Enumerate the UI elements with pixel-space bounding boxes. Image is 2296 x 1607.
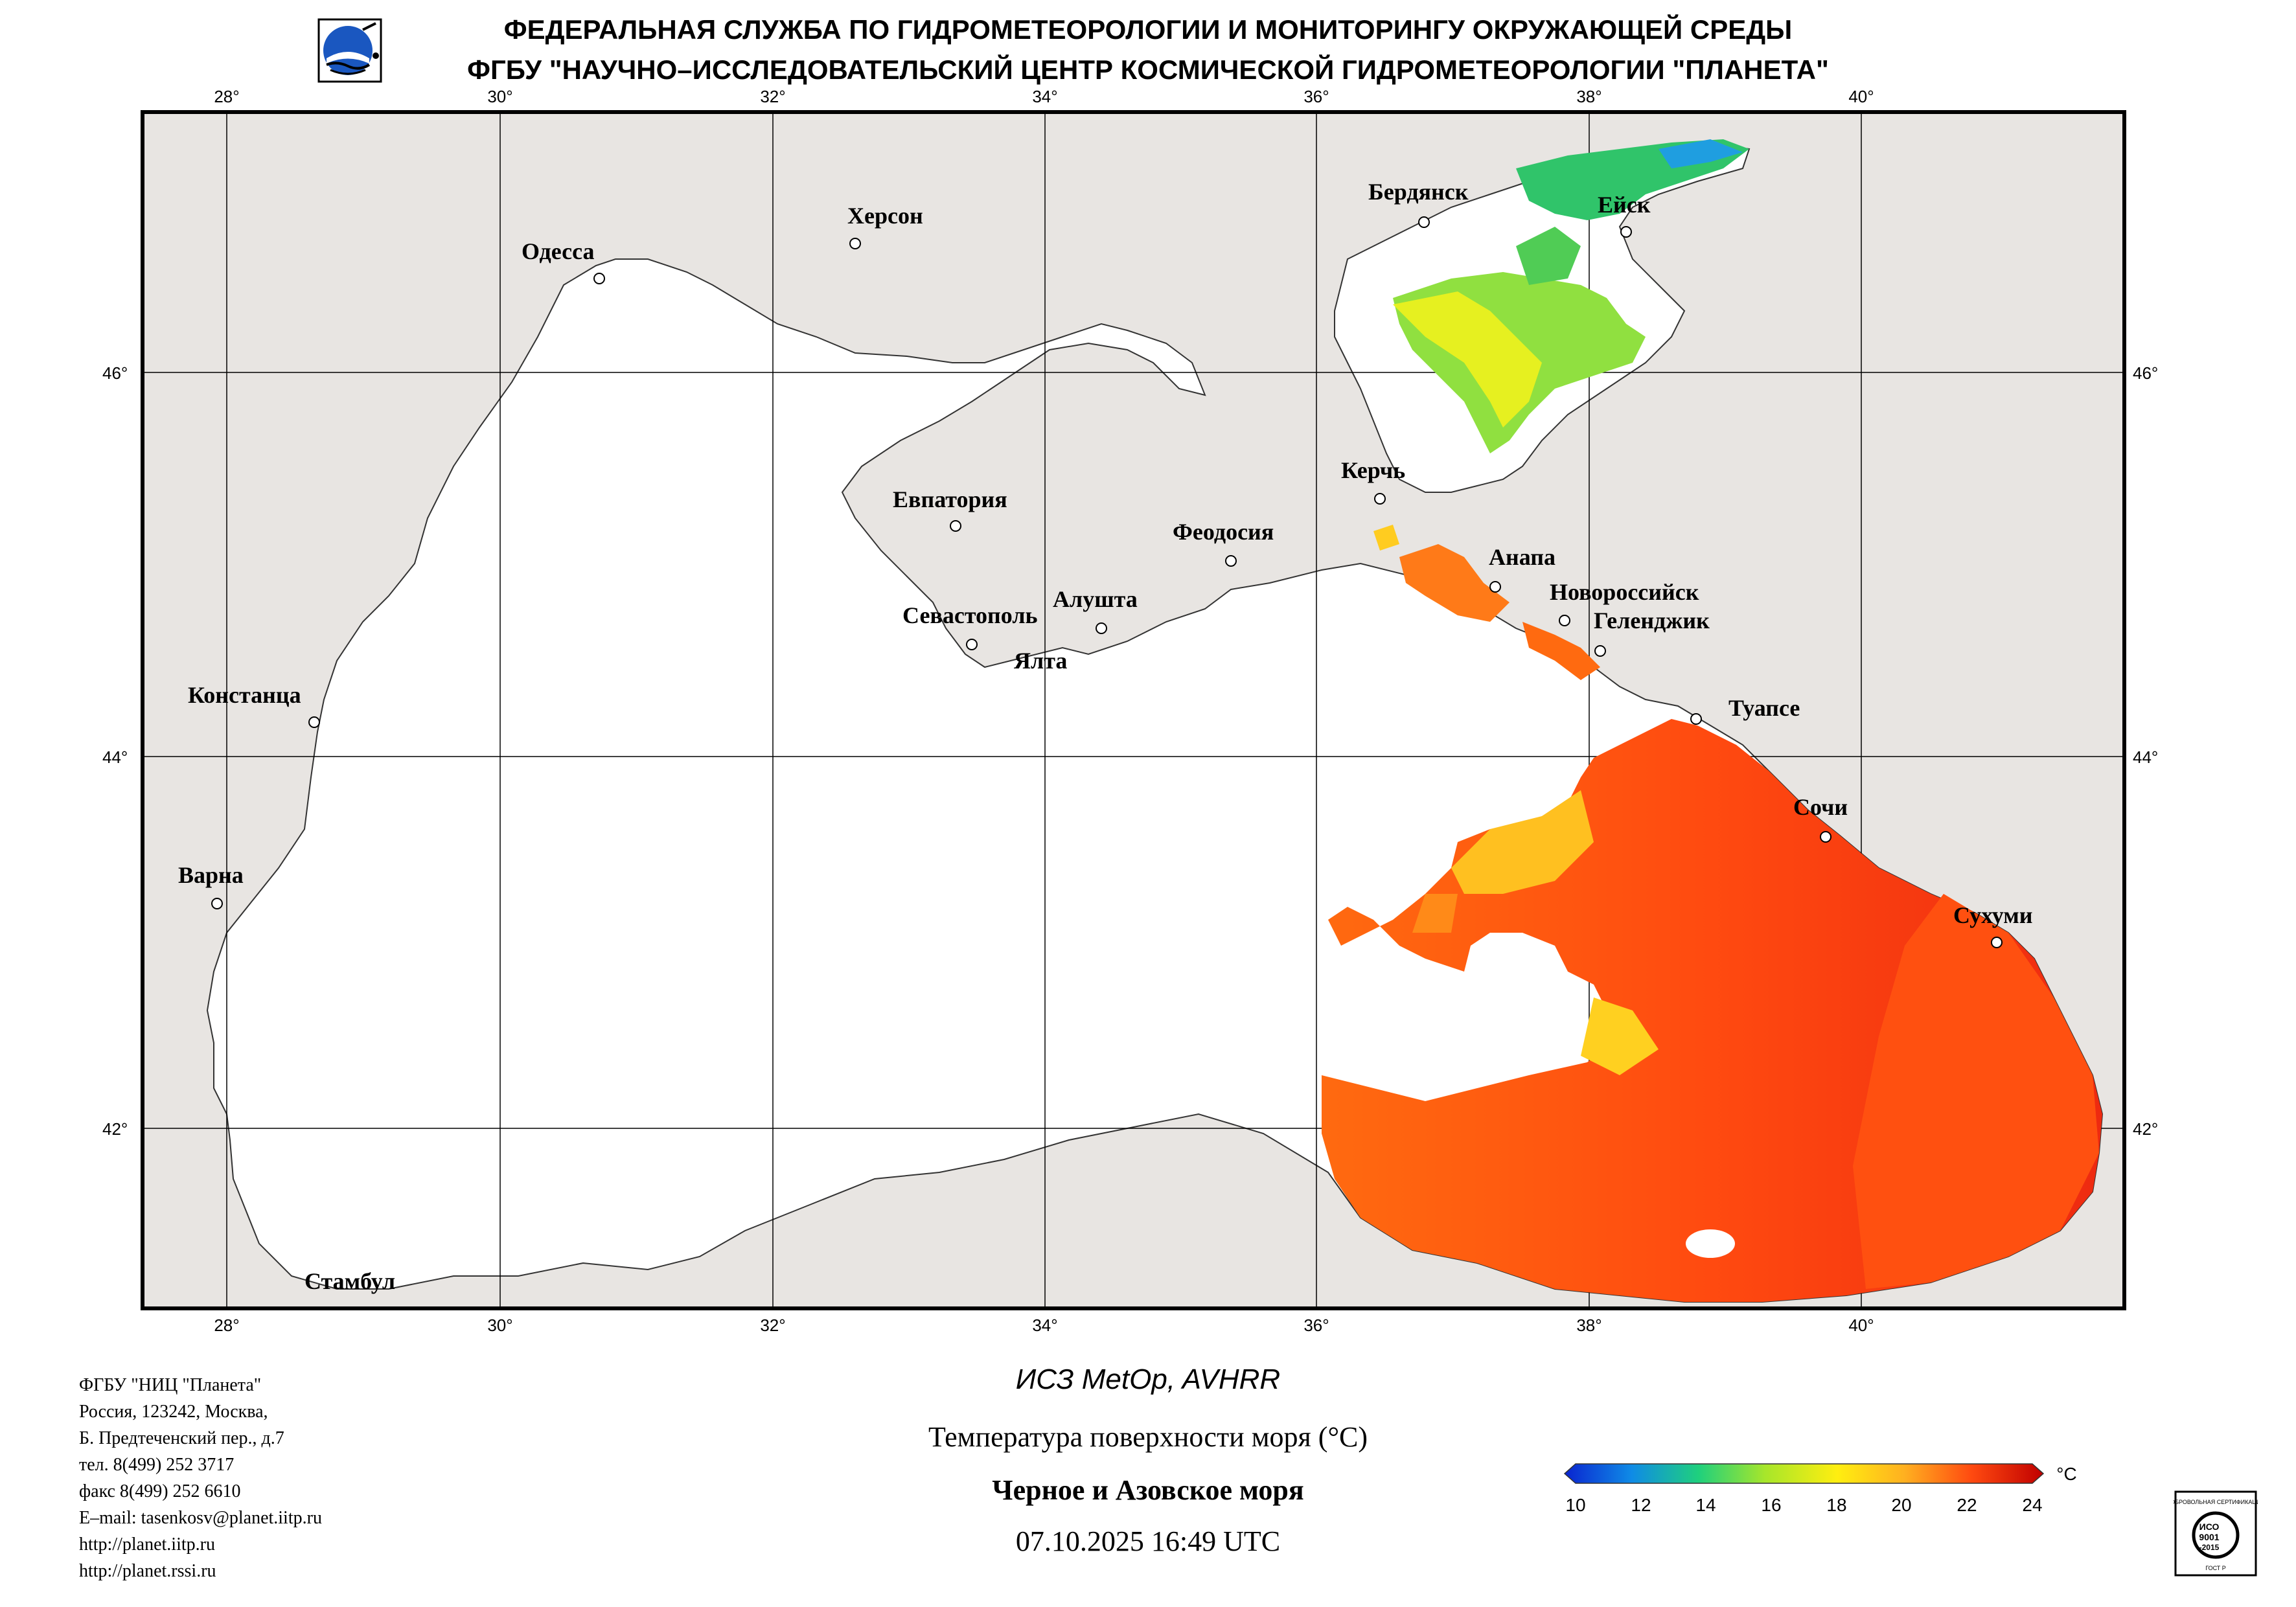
city-marker (1620, 226, 1632, 238)
lat-label: 42° (102, 1119, 128, 1139)
lon-label: 34° (1032, 1316, 1057, 1335)
city-anapa: Анапа (1489, 544, 1556, 570)
city-novorossiysk: Новороссийск (1550, 579, 1699, 605)
footer-address-2: Б. Предтеченский пер., д.7 (79, 1428, 284, 1448)
city-marker (1594, 645, 1606, 657)
city-marker (1225, 555, 1237, 567)
iso-year: -2015 (2199, 1543, 2220, 1552)
lon-label: 30° (487, 1316, 512, 1335)
city-feodosia: Феодосия (1173, 519, 1274, 545)
city-marker (1096, 622, 1107, 634)
city-evpatoria: Евпатория (893, 486, 1007, 512)
city-kerch: Керчь (1341, 457, 1405, 483)
footer-org: ФГБУ "НИЦ "Планета" (79, 1375, 262, 1395)
city-yalta: Ялта (1014, 648, 1067, 674)
lon-label: 40° (1848, 87, 1874, 106)
city-marker (1374, 493, 1386, 505)
city-marker (1991, 937, 2003, 948)
colorbar-tick: 22 (1957, 1495, 1977, 1515)
lat-label: 44° (102, 747, 128, 767)
colorbar-tick: 24 (2022, 1495, 2042, 1515)
city-labels: Одесса Херсон Бердянск Ейск Евпатория Ке… (178, 179, 2033, 1294)
datetime-label: 07.10.2025 16:49 UTC (1015, 1525, 1281, 1557)
lat-label: 46° (102, 363, 128, 383)
city-tuapse: Туапсе (1728, 695, 1800, 721)
city-marker (1418, 216, 1430, 228)
colorbar-unit: °C (2056, 1464, 2076, 1484)
product-title: Температура поверхности моря (°C) (928, 1421, 1368, 1453)
city-gelendzhik: Геленджик (1594, 608, 1710, 633)
city-marker (1820, 831, 1831, 843)
iso-top-text: ДОБРОВОЛЬНАЯ СЕРТИФИКАЦИЯ (2174, 1499, 2258, 1505)
city-alushta: Алушта (1053, 586, 1138, 612)
region-title: Черное и Азовское моря (992, 1474, 1304, 1506)
city-istanbul: Стамбул (304, 1268, 395, 1294)
iso-number: 9001 (2199, 1532, 2219, 1542)
city-marker (1559, 615, 1570, 626)
city-odessa: Одесса (522, 238, 595, 264)
city-marker (593, 273, 605, 284)
satellite-label: ИСЗ MetOp, AVHRR (1015, 1363, 1281, 1395)
lon-label: 38° (1576, 87, 1601, 106)
city-marker (1690, 713, 1702, 725)
city-marker (1489, 581, 1501, 593)
lon-labels-top: 28° 30° 32° 34° 36° 38° 40° (214, 87, 1874, 106)
lat-labels: 46° 44° 42° 46° 44° 42° (102, 363, 2158, 1139)
lon-label: 34° (1032, 87, 1057, 106)
lat-label: 46° (2133, 363, 2158, 383)
colorbar-tick: 14 (1695, 1495, 1716, 1515)
footer-web-2[interactable]: http://planet.rssi.ru (79, 1561, 216, 1581)
city-sukhumi: Сухуми (1953, 902, 2033, 928)
city-sochi: Сочи (1793, 794, 1848, 820)
iso-certification-badge: ДОБРОВОЛЬНАЯ СЕРТИФИКАЦИЯ ИСО 9001 -2015… (2166, 1490, 2265, 1577)
header-line-2: ФГБУ "НАУЧНО–ИССЛЕДОВАТЕЛЬСКИЙ ЦЕНТР КОС… (467, 54, 1829, 85)
colorbar-tick: 20 (1891, 1495, 1911, 1515)
city-varna: Варна (178, 862, 244, 888)
footer-web-1[interactable]: http://planet.iitp.ru (79, 1534, 215, 1555)
footer-address-1: Россия, 123242, Москва, (79, 1402, 268, 1422)
city-berdyansk: Бердянск (1368, 179, 1469, 205)
city-marker (966, 639, 978, 650)
lon-label: 28° (214, 87, 239, 106)
lon-labels-bottom: 28° 30° 32° 34° 36° 38° 40° (214, 1316, 1874, 1335)
sst-data (1322, 139, 2102, 1302)
city-yeysk: Ейск (1598, 192, 1651, 218)
colorbar-tick: 16 (1761, 1495, 1781, 1515)
lon-label: 32° (760, 87, 785, 106)
lon-label: 32° (760, 1316, 785, 1335)
iso-bottom-text: ГОСТ Р (2205, 1565, 2226, 1571)
lon-label: 40° (1848, 1316, 1874, 1335)
lon-label: 38° (1576, 1316, 1601, 1335)
lon-label: 30° (487, 87, 512, 106)
lon-label: 28° (214, 1316, 239, 1335)
footer-tel: тел. 8(499) 252 3717 (79, 1455, 235, 1475)
map-border (141, 110, 2126, 1310)
colorbar-tick: 10 (1565, 1495, 1585, 1515)
lat-label: 42° (2133, 1119, 2158, 1139)
colorbar (1563, 1463, 2045, 1484)
lon-label: 36° (1303, 1316, 1329, 1335)
city-kherson: Херсон (847, 203, 923, 229)
header-line-1: ФЕДЕРАЛЬНАЯ СЛУЖБА ПО ГИДРОМЕТЕОРОЛОГИИ … (503, 14, 1793, 45)
lat-label: 44° (2133, 747, 2158, 767)
footer-email[interactable]: E–mail: tasenkosv@planet.iitp.ru (79, 1508, 322, 1528)
city-marker (849, 238, 861, 249)
city-marker (211, 898, 223, 909)
city-marker (950, 520, 961, 532)
colorbar-tick: 12 (1631, 1495, 1651, 1515)
footer-fax: факс 8(499) 252 6610 (79, 1481, 241, 1501)
planeta-logo (317, 18, 382, 83)
colorbar-tick: 18 (1826, 1495, 1846, 1515)
iso-label: ИСО (2199, 1522, 2220, 1532)
city-sevastopol: Севастополь (902, 602, 1038, 628)
city-constanta: Констанца (188, 682, 301, 708)
city-marker (308, 716, 320, 728)
colorbar-legend: 10 12 14 16 18 20 22 24 °C (1563, 1463, 2077, 1515)
lon-label: 36° (1303, 87, 1329, 106)
